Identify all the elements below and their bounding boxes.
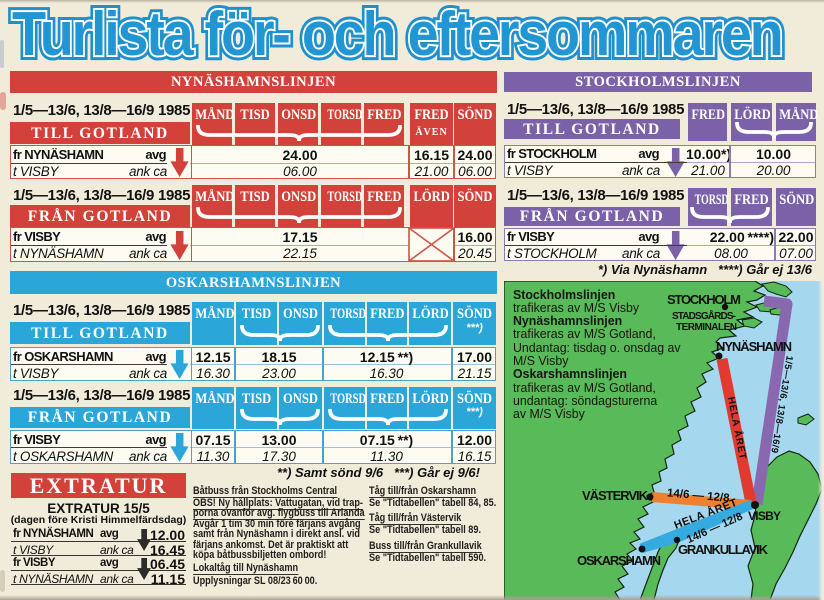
- svg-text:STOCKHOLM: STOCKHOLM: [667, 292, 741, 307]
- svg-text:VÄSTERVIK: VÄSTERVIK: [582, 488, 649, 503]
- svg-text:14/6 — 12/8: 14/6 — 12/8: [667, 487, 731, 504]
- svg-text:VISBY: VISBY: [748, 509, 781, 523]
- svg-text:STADSGÅRDS-: STADSGÅRDS-: [672, 309, 736, 322]
- svg-text:TERMINALEN: TERMINALEN: [676, 322, 737, 333]
- svg-text:OSKARSHAMN: OSKARSHAMN: [577, 553, 661, 568]
- svg-text:GRANKULLAVIK: GRANKULLAVIK: [678, 542, 769, 557]
- svg-text:NYNÄSHAMN: NYNÄSHAMN: [716, 339, 792, 354]
